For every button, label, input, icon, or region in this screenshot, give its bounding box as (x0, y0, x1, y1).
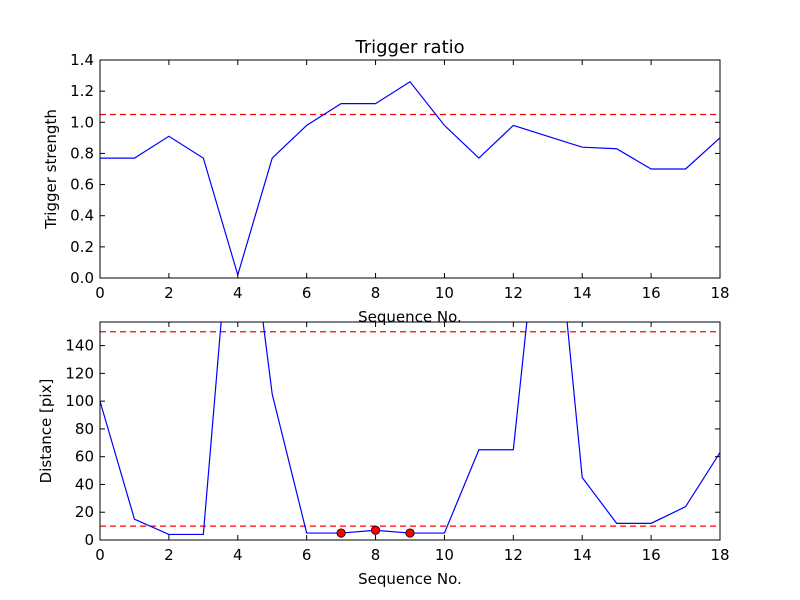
trigger-ratio-ticks: 0 2 4 6 8 10 12 14 16 18 0.0 0.2 0.4 0.6 0.8 1.0 1.2 1.4 (70, 51, 729, 302)
distance-y-tick-label-1: 20 (75, 503, 94, 521)
distance-y-tick-label-5: 100 (65, 392, 94, 410)
trigger-y-tick-label-2: 0.4 (70, 207, 94, 225)
trigger-x-tick-label-7: 14 (573, 284, 592, 302)
distance-y-tick-label-2: 40 (75, 475, 94, 493)
distance-x-tick-label-9: 18 (710, 546, 729, 564)
trigger-ratio-marks (100, 81, 720, 278)
trigger-x-tick-label-5: 10 (435, 284, 454, 302)
distance-y-axis-label: Distance [pix] (37, 379, 55, 484)
trigger-x-tick-label-0: 0 (95, 284, 105, 302)
distance-x-tick-label-2: 4 (233, 546, 243, 564)
distance-x-tick-label-4: 8 (371, 546, 381, 564)
distance-x-tick-label-5: 10 (435, 546, 454, 564)
distance-highlight-point-0 (336, 528, 346, 538)
trigger-x-tick-label-9: 18 (710, 284, 729, 302)
trigger-ratio-frame (99, 59, 721, 279)
distance-y-tick-label-7: 140 (65, 337, 94, 355)
distance-y-tick-label-3: 60 (75, 448, 94, 466)
trigger-y-tick-label-0: 0.0 (70, 269, 94, 287)
distance-x-tick-label-7: 14 (573, 546, 592, 564)
trigger-x-tick-label-4: 8 (371, 284, 381, 302)
distance-y-tick-label-0: 0 (84, 531, 94, 549)
distance-x-axis-label: Sequence No. (358, 570, 462, 588)
distance-x-tick-label-3: 6 (302, 546, 312, 564)
trigger-x-tick-label-6: 12 (504, 284, 523, 302)
trigger-y-tick-label-7: 1.4 (70, 51, 94, 69)
distance-marks (100, 322, 720, 538)
distance-frame (99, 321, 721, 541)
distance-x-tick-label-0: 0 (95, 546, 105, 564)
trigger-y-tick-label-6: 1.2 (70, 82, 94, 100)
distance-y-tick-label-6: 120 (65, 364, 94, 382)
trigger-y-tick-label-1: 0.2 (70, 238, 94, 256)
trigger-ratio-x-axis-label: Sequence No. (358, 308, 462, 326)
trigger-y-tick-label-5: 1.0 (70, 113, 94, 131)
distance-plot: 0 2 4 6 8 10 12 14 16 18 0 20 40 60 80 100 120 140 Sequen… (37, 321, 730, 588)
trigger-x-tick-label-8: 16 (642, 284, 661, 302)
distance-highlight-point-1 (370, 525, 381, 535)
trigger-ratio-title: Trigger ratio (354, 37, 464, 58)
trigger-series-line-0 (100, 81, 720, 278)
distance-y-tick-label-4: 80 (75, 420, 94, 438)
distance-ticks: 0 2 4 6 8 10 12 14 16 18 0 20 40 60 80 100 120 140 (65, 322, 730, 564)
distance-x-tick-label-1: 2 (164, 546, 174, 564)
distance-x-tick-label-8: 16 (642, 546, 661, 564)
trigger-y-tick-label-4: 0.8 (70, 144, 94, 162)
distance-x-tick-label-6: 12 (504, 546, 523, 564)
trigger-x-tick-label-1: 2 (164, 284, 174, 302)
trigger-x-tick-label-2: 4 (233, 284, 243, 302)
trigger-y-tick-label-3: 0.6 (70, 176, 94, 194)
trigger-x-tick-label-3: 6 (302, 284, 312, 302)
trigger-ratio-y-axis-label: Trigger strength (42, 109, 60, 230)
distance-highlight-point-2 (405, 528, 415, 538)
